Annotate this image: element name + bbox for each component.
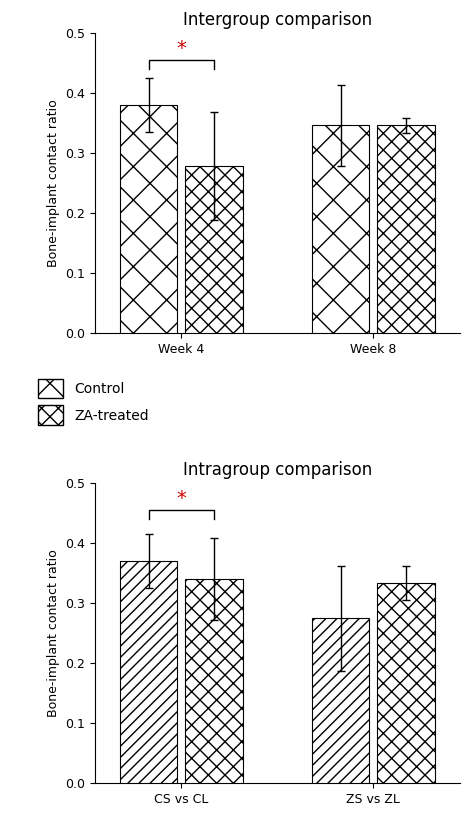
Bar [312, 619, 370, 783]
Bar [312, 125, 370, 333]
Text: *: * [176, 40, 186, 59]
Text: *: * [176, 489, 186, 508]
Bar [377, 583, 435, 783]
Bar [185, 578, 243, 783]
Bar [377, 125, 435, 333]
Bar [185, 166, 243, 333]
Y-axis label: Bone-implant contact ratio: Bone-implant contact ratio [46, 549, 60, 717]
Y-axis label: Bone-implant contact ratio: Bone-implant contact ratio [46, 99, 60, 267]
Legend: Control, ZA-treated: Control, ZA-treated [38, 379, 149, 425]
Bar [120, 561, 177, 783]
Title: Intergroup comparison: Intergroup comparison [183, 11, 372, 29]
Title: Intragroup comparison: Intragroup comparison [182, 461, 372, 479]
Bar [120, 105, 177, 333]
